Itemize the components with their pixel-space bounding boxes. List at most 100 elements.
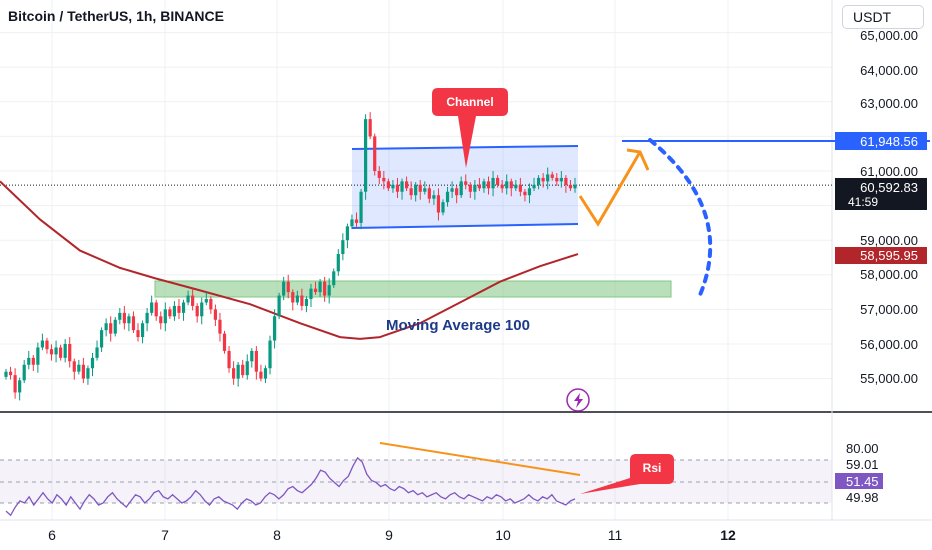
candle xyxy=(122,312,126,324)
candle xyxy=(404,181,409,189)
currency-selector[interactable]: USDT xyxy=(842,5,924,29)
candle xyxy=(127,316,131,324)
rsi-divergence-line xyxy=(379,442,581,476)
candle xyxy=(323,281,327,296)
candle xyxy=(36,347,40,365)
candle xyxy=(222,333,227,351)
candle xyxy=(300,295,304,306)
candle xyxy=(536,177,541,185)
candle xyxy=(313,288,318,293)
rsi-line xyxy=(5,456,576,517)
candle xyxy=(541,177,545,182)
candle xyxy=(177,305,181,313)
candle xyxy=(145,312,149,324)
candle xyxy=(186,295,190,303)
candle xyxy=(13,375,17,393)
candle xyxy=(568,184,573,189)
candle xyxy=(377,171,381,178)
candle xyxy=(409,188,413,196)
candle xyxy=(445,191,450,203)
projection-arrowhead xyxy=(626,148,650,171)
candle xyxy=(555,177,559,182)
candle xyxy=(59,347,63,358)
candle xyxy=(191,295,195,306)
rsi-tick-label: 49.98 xyxy=(846,490,879,505)
candle xyxy=(327,285,331,296)
time-tick-label: 12 xyxy=(720,527,736,543)
candle xyxy=(523,191,527,196)
candle xyxy=(573,184,577,189)
candle xyxy=(432,195,436,199)
candle xyxy=(277,295,281,317)
rsi-tick-label: 59.01 xyxy=(846,457,879,472)
candle xyxy=(304,299,309,306)
candle xyxy=(459,181,463,196)
channel-callout xyxy=(432,88,508,168)
candle xyxy=(227,350,231,369)
candle xyxy=(509,181,513,189)
candle xyxy=(332,271,336,286)
candle xyxy=(286,281,290,293)
last-price-badge xyxy=(835,178,927,210)
moving-average-label: Moving Average 100 xyxy=(386,317,530,334)
countdown-label: 41:59 xyxy=(848,195,878,209)
time-tick-label: 10 xyxy=(495,527,511,543)
candle xyxy=(532,184,536,189)
candle xyxy=(350,219,354,227)
candle xyxy=(546,174,550,182)
candle xyxy=(341,240,345,255)
support-zone xyxy=(154,280,672,298)
candle xyxy=(295,295,299,303)
candle xyxy=(8,371,13,376)
candle xyxy=(282,281,286,296)
channel-label: Channel xyxy=(446,95,493,109)
resistance-badge xyxy=(835,132,927,150)
candle xyxy=(90,357,95,369)
candle xyxy=(268,340,272,369)
candle xyxy=(527,188,532,196)
candle xyxy=(236,364,240,379)
channel-bottom-line xyxy=(351,223,579,229)
channel-fill xyxy=(352,146,578,228)
candle xyxy=(31,357,35,365)
candle xyxy=(150,302,154,313)
candle xyxy=(254,350,258,372)
candle xyxy=(4,371,8,377)
candle xyxy=(450,188,454,192)
candle xyxy=(550,174,554,178)
candle xyxy=(418,184,422,192)
candle xyxy=(140,323,145,338)
candle xyxy=(414,184,418,196)
candle xyxy=(181,302,186,313)
candle xyxy=(68,344,72,362)
resistance-badge-label: 61,948.56 xyxy=(860,134,918,149)
last-price-label: 60,592.83 xyxy=(860,180,918,195)
candle xyxy=(359,191,363,223)
candle xyxy=(441,202,445,213)
candle xyxy=(163,309,167,324)
candle xyxy=(336,254,340,272)
candle xyxy=(345,226,349,241)
candle xyxy=(491,177,495,189)
price-tick-label: 58,000.00 xyxy=(860,267,918,282)
moving-average-line xyxy=(0,180,579,340)
candle xyxy=(40,340,45,348)
candle xyxy=(477,184,482,189)
candle xyxy=(368,119,372,137)
candle xyxy=(373,136,377,171)
candle xyxy=(309,288,313,300)
candle xyxy=(245,361,249,376)
candle xyxy=(172,305,177,317)
candle xyxy=(81,364,85,379)
candle xyxy=(131,316,136,331)
candle xyxy=(364,119,368,192)
candle xyxy=(436,195,441,213)
candle xyxy=(291,292,295,303)
time-tick-label: 6 xyxy=(48,527,56,543)
candle xyxy=(86,368,90,379)
price-tick-label: 64,000.00 xyxy=(860,63,918,78)
lightning-icon-glyph xyxy=(574,393,583,408)
candle xyxy=(104,323,108,331)
candle xyxy=(564,177,568,185)
time-tick-label: 9 xyxy=(385,527,393,543)
